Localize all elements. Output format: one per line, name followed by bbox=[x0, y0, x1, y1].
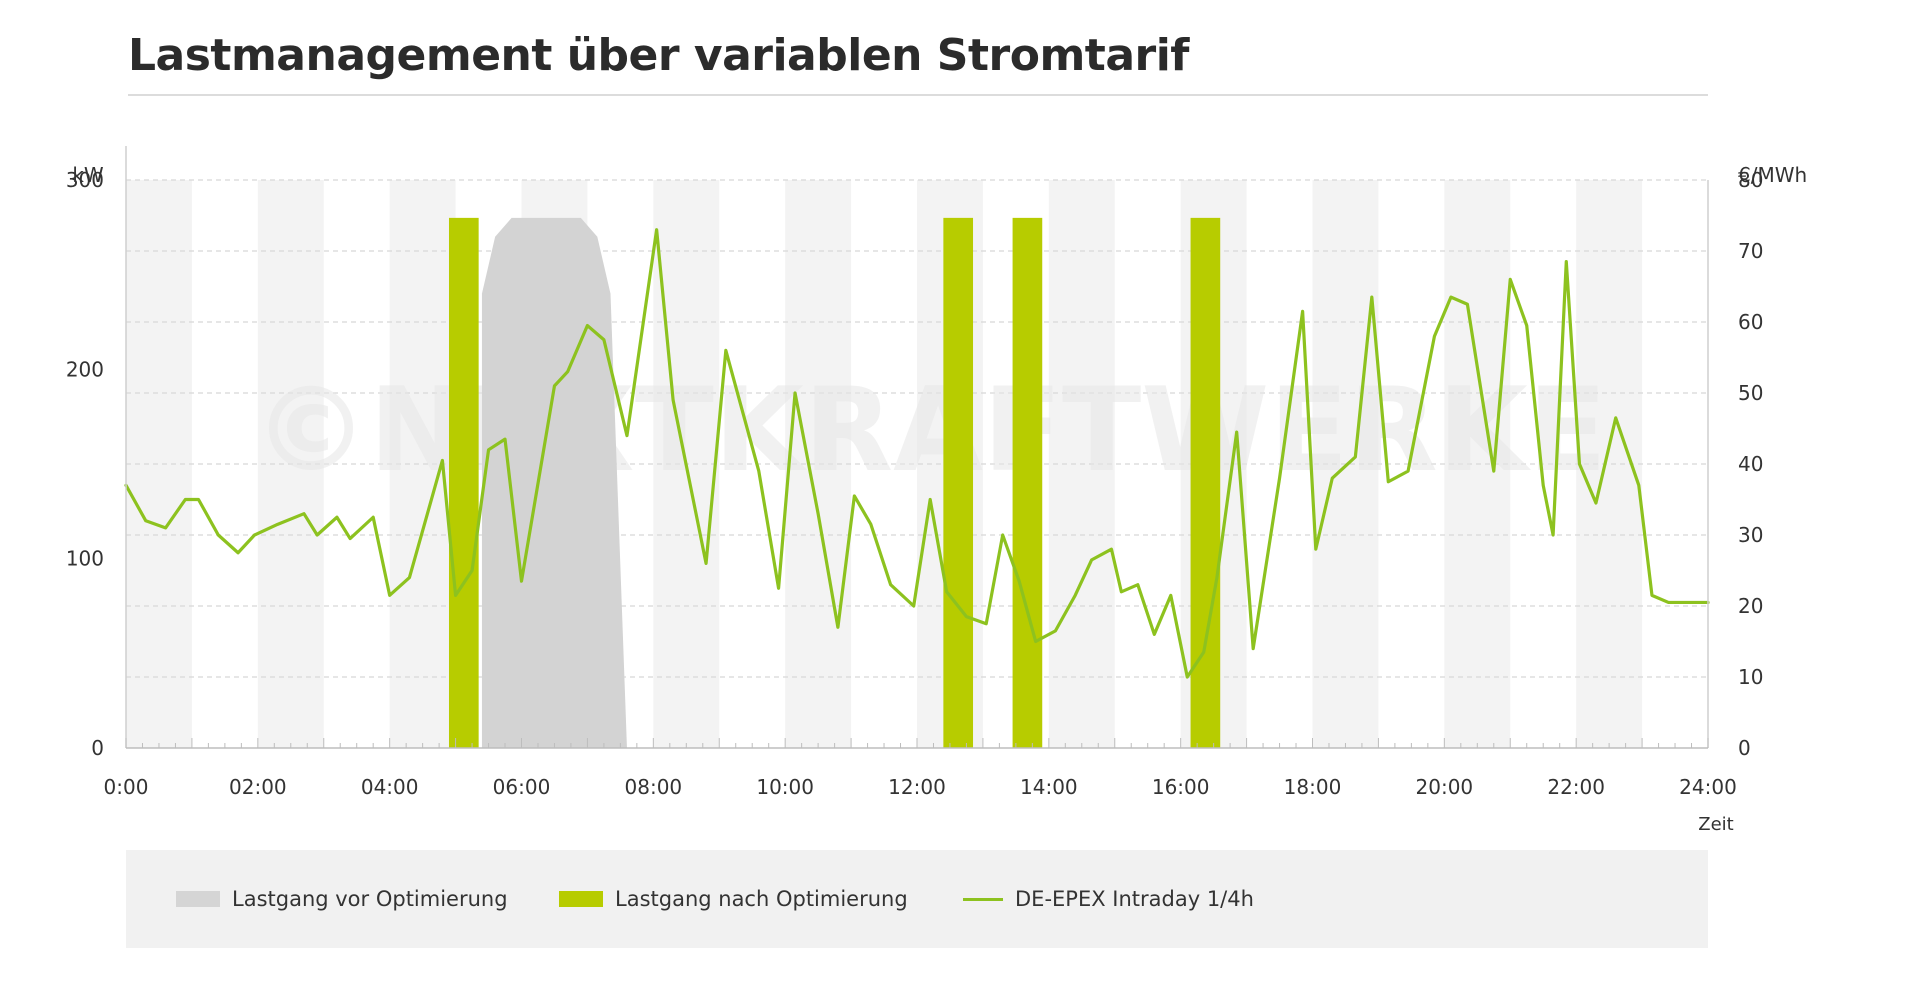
legend-label-after: Lastgang nach Optimierung bbox=[615, 887, 908, 911]
legend-label-before: Lastgang vor Optimierung bbox=[232, 887, 508, 911]
x-tick-label: 06:00 bbox=[493, 775, 551, 799]
y-left-tick-label: 200 bbox=[66, 357, 104, 381]
area-before-optimization bbox=[481, 217, 627, 748]
axes: 0:00 02:00 04:00 06:00 08:00 10:00 12:00 14:00 1… bbox=[66, 146, 1763, 799]
x-tick-label: 14:00 bbox=[1020, 775, 1078, 799]
bars-after-optimization bbox=[448, 217, 1221, 748]
y-right-tick-label: 0 bbox=[1738, 736, 1751, 760]
bar-after-4 bbox=[1190, 217, 1221, 748]
legend-item-after: Lastgang nach Optimierung bbox=[559, 850, 908, 948]
x-tick-label: 10:00 bbox=[756, 775, 814, 799]
x-tick-label: 22:00 bbox=[1547, 775, 1605, 799]
legend-label-price: DE-EPEX Intraday 1/4h bbox=[1015, 887, 1254, 911]
y-right-tick-label: 70 bbox=[1738, 239, 1763, 263]
x-tick-label: 04:00 bbox=[361, 775, 419, 799]
bar-after-3 bbox=[1012, 217, 1043, 748]
price-line-group bbox=[124, 228, 1710, 679]
y-left-tick-label: 100 bbox=[66, 547, 104, 571]
x-tick-label: 02:00 bbox=[229, 775, 287, 799]
area-before-shape bbox=[481, 217, 627, 748]
legend-swatch-gray-area bbox=[176, 891, 220, 907]
legend-item-price: DE-EPEX Intraday 1/4h bbox=[963, 850, 1254, 948]
bar-after-1 bbox=[448, 217, 479, 748]
y-right-tick-label: 50 bbox=[1738, 381, 1763, 405]
legend-swatch-green-bar bbox=[559, 891, 603, 907]
x-tick-label: 18:00 bbox=[1284, 775, 1342, 799]
x-tick-label: 24:00 bbox=[1679, 775, 1737, 799]
x-axis-label: Zeit bbox=[1698, 814, 1733, 835]
y-right-tick-label: 60 bbox=[1738, 310, 1763, 334]
legend: Lastgang vor Optimierung Lastgang nach O… bbox=[126, 850, 1708, 948]
bar-after-2 bbox=[943, 217, 974, 748]
x-tick-label: 0:00 bbox=[104, 775, 149, 799]
y-right-tick-label: 80 bbox=[1738, 168, 1763, 192]
y-left-tick-label: 0 bbox=[91, 736, 104, 760]
y-left-tick-label: 300 bbox=[66, 168, 104, 192]
x-tick-label: 12:00 bbox=[888, 775, 946, 799]
x-tick-label: 20:00 bbox=[1416, 775, 1474, 799]
x-tick-label: 16:00 bbox=[1152, 775, 1210, 799]
y-left-axis-label: kW bbox=[72, 163, 104, 187]
y-right-tick-label: 20 bbox=[1738, 594, 1763, 618]
x-tick-label: 08:00 bbox=[625, 775, 683, 799]
legend-swatch-green-line bbox=[963, 897, 1003, 901]
chart-title: Lastmanagement über variablen Stromtarif bbox=[128, 30, 1189, 81]
legend-item-before: Lastgang vor Optimierung bbox=[176, 850, 508, 948]
y-right-tick-label: 40 bbox=[1738, 452, 1763, 476]
y-right-tick-label: 10 bbox=[1738, 665, 1763, 689]
y-right-axis-label: €/MWh bbox=[1738, 163, 1807, 187]
price-line bbox=[124, 228, 1710, 679]
y-right-tick-label: 30 bbox=[1738, 523, 1763, 547]
grid-lines bbox=[126, 179, 1708, 678]
title-divider bbox=[128, 94, 1708, 96]
